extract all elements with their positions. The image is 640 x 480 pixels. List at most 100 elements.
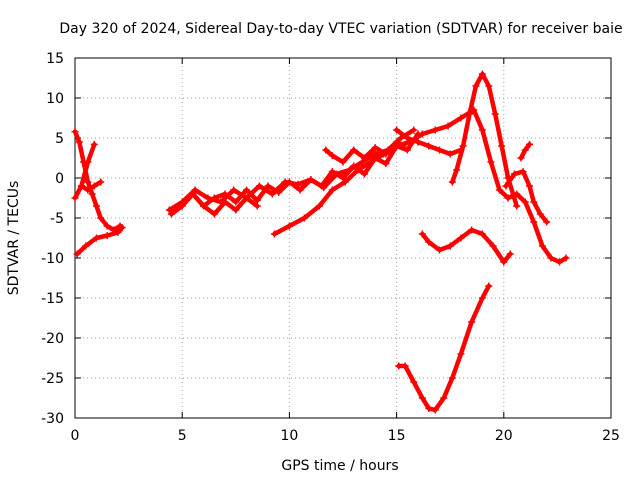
data-point	[448, 374, 456, 382]
data-point	[403, 146, 411, 154]
data-point	[457, 234, 465, 242]
data-point	[511, 170, 519, 178]
data-point	[498, 142, 506, 150]
data-point	[264, 182, 272, 190]
data-point	[418, 394, 426, 402]
data-point	[296, 186, 304, 194]
y-tick-label: -10	[41, 251, 64, 267]
data-point	[403, 134, 411, 142]
data-point	[556, 258, 564, 266]
data-point	[536, 210, 544, 218]
data-point	[243, 194, 251, 202]
data-point	[232, 198, 240, 206]
data-point	[285, 222, 293, 230]
data-point	[307, 176, 315, 184]
data-point	[328, 152, 336, 160]
data-point	[401, 362, 409, 370]
data-point	[178, 202, 186, 210]
data-point	[118, 224, 126, 232]
data-point	[521, 198, 529, 206]
data-point	[367, 158, 375, 166]
data-point	[562, 254, 570, 262]
data-point	[253, 202, 261, 210]
data-point	[410, 126, 418, 134]
data-point	[393, 138, 401, 146]
plot-frame	[74, 57, 612, 419]
data-point	[71, 194, 79, 202]
y-tick-label: 15	[46, 51, 64, 67]
data-point	[114, 228, 122, 236]
data-point	[73, 250, 81, 258]
data-point	[88, 190, 96, 198]
data-point	[97, 178, 105, 186]
x-axis-label: GPS time / hours	[281, 458, 398, 474]
data-point	[191, 186, 199, 194]
y-tick-label: -5	[50, 211, 64, 227]
data-point	[103, 222, 111, 230]
data-point	[414, 138, 422, 146]
data-point	[84, 158, 92, 166]
data-point	[513, 202, 521, 210]
data-point	[502, 182, 510, 190]
data-point	[526, 182, 534, 190]
data-point	[478, 294, 486, 302]
data-series-track-4	[74, 225, 125, 257]
data-layer	[71, 70, 570, 414]
data-point	[446, 242, 454, 250]
x-tick-label: 0	[71, 428, 80, 444]
data-point	[350, 162, 358, 170]
data-point	[382, 150, 390, 158]
data-point	[425, 404, 433, 412]
data-point	[97, 214, 105, 222]
data-point	[538, 242, 546, 250]
data-point	[82, 242, 90, 250]
data-point	[300, 214, 308, 222]
data-point	[84, 186, 92, 194]
data-point	[478, 70, 486, 78]
data-point	[75, 138, 83, 146]
data-point	[90, 182, 98, 190]
data-point	[92, 202, 100, 210]
data-point	[435, 146, 443, 154]
data-point	[485, 82, 493, 90]
data-point	[485, 282, 493, 290]
data-point	[221, 198, 229, 206]
data-point	[526, 140, 534, 148]
data-point	[543, 218, 551, 226]
data-point	[530, 198, 538, 206]
data-series-track-3	[79, 179, 103, 193]
data-point	[468, 318, 476, 326]
data-series-track-1	[72, 129, 123, 233]
data-point	[360, 170, 368, 178]
y-tick-label: -30	[41, 411, 64, 427]
chart-title: Day 320 of 2024, Sidereal Day-to-day VTE…	[59, 21, 622, 37]
tick-layer: 0 5 10 15 20 25 15 10 5 0 -5 -10 -15 -20 -25 -30	[41, 51, 620, 444]
data-point	[92, 234, 100, 242]
data-point	[459, 142, 467, 150]
data-point	[232, 206, 240, 214]
data-point	[71, 128, 79, 136]
data-series-track-15	[396, 283, 492, 413]
data-point	[77, 182, 85, 190]
data-point	[468, 226, 476, 234]
data-series-track-2	[72, 142, 97, 201]
data-point	[465, 110, 473, 118]
data-point	[425, 238, 433, 246]
data-point	[84, 178, 92, 186]
data-point	[457, 114, 465, 122]
data-point	[547, 254, 555, 262]
data-point	[339, 174, 347, 182]
data-point	[210, 210, 218, 218]
data-point	[440, 394, 448, 402]
y-tick-label: -15	[41, 291, 64, 307]
data-point	[519, 168, 527, 176]
data-series-track-6	[169, 131, 421, 217]
data-point	[255, 182, 263, 190]
data-point	[530, 218, 538, 226]
x-tick-label: 10	[280, 428, 298, 444]
data-point	[275, 188, 283, 196]
data-point	[399, 142, 407, 150]
data-point	[90, 140, 98, 148]
data-point	[354, 166, 362, 174]
